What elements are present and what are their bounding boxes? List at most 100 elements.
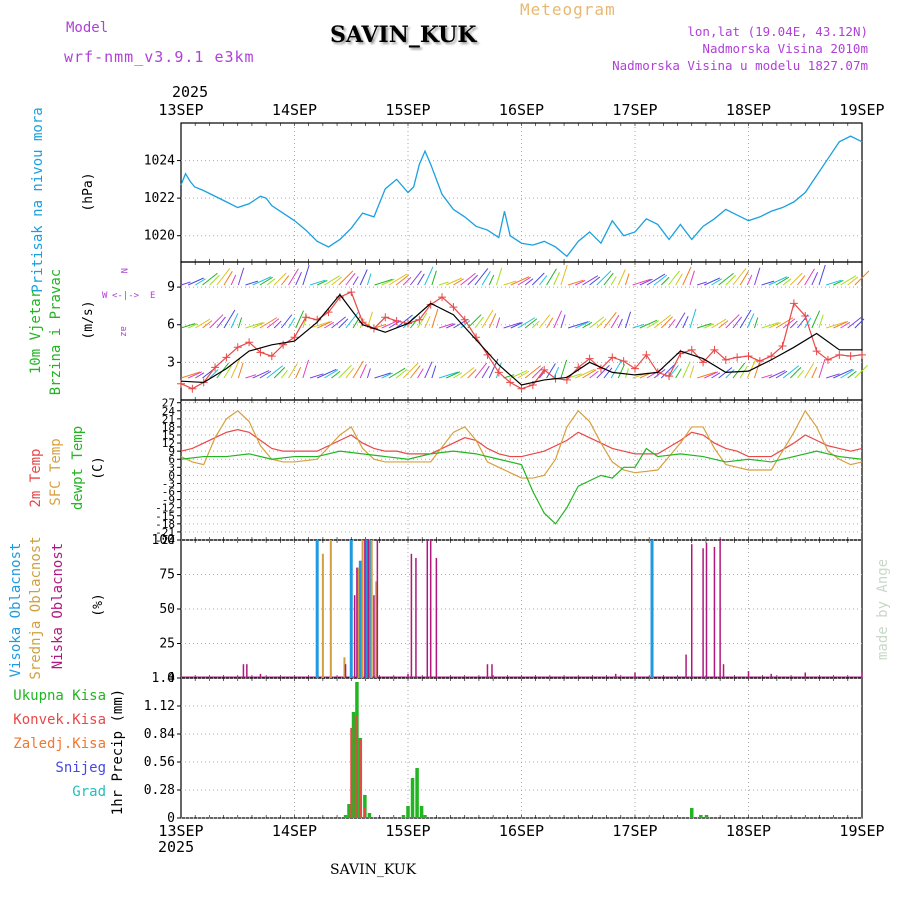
- panels: 102010221024369-24-21-18-15-12-9-6-30369…: [144, 122, 870, 826]
- wind-barb: [589, 276, 601, 286]
- wind-barb: [388, 367, 406, 379]
- station-title: SAVIN_KUK: [330, 22, 477, 48]
- wind-speed-marker: [721, 355, 730, 364]
- wind-barb: [560, 359, 568, 379]
- wind-barb: [180, 323, 196, 329]
- wind-barb: [381, 372, 393, 379]
- temp-title-2m: 2m Temp: [28, 448, 44, 507]
- wind-barb: [603, 272, 614, 286]
- wind-barb: [381, 278, 395, 286]
- wind-barb: [624, 273, 630, 286]
- precip-total-bar: [410, 778, 415, 818]
- cloud-low-bar: [634, 672, 636, 678]
- y-tick-label: 0.56: [144, 755, 175, 770]
- wind-barb: [596, 318, 607, 329]
- wind-barb: [582, 369, 597, 379]
- temp-sfc-line: [180, 409, 863, 479]
- x-axis-bottom: 13SEP 14SEP 15SEP 16SEP 17SEP 18SEP 19SEP: [158, 822, 884, 840]
- wind-barb: [209, 369, 219, 379]
- wind-barb: [417, 312, 428, 329]
- cloud-low-bar: [685, 654, 687, 678]
- wind-barb: [230, 274, 237, 286]
- wind-speed-marker: [267, 352, 276, 361]
- y-tick-label: 9: [167, 280, 175, 295]
- wind-barb: [797, 314, 809, 329]
- wind-barb: [682, 266, 692, 286]
- year-bottom: 2025: [158, 838, 195, 856]
- wind-barb: [209, 274, 220, 286]
- wind-barb: [840, 369, 855, 379]
- cloud-high-bar: [315, 540, 319, 678]
- wind-barb: [510, 322, 523, 329]
- wind-barb: [524, 318, 538, 329]
- temp-2m-line: [180, 428, 863, 458]
- wind-barb: [245, 374, 257, 379]
- wind-barb: [524, 278, 534, 286]
- pressure-line: [180, 135, 863, 258]
- wind-barb: [331, 316, 347, 329]
- wind-speed-marker: [233, 343, 242, 352]
- wind-speed-marker: [222, 353, 231, 362]
- y-tick-label: 0: [168, 469, 175, 482]
- wind-speed-marker: [279, 340, 288, 349]
- wind-barb: [245, 280, 259, 286]
- wind-speed-model-line: [180, 293, 862, 386]
- cloud-low-bar: [614, 673, 617, 678]
- wind-barb: [546, 317, 554, 329]
- wind-speed-marker: [540, 365, 549, 374]
- wind-speed-marker: [778, 342, 787, 351]
- precip-total-bar: [347, 804, 351, 818]
- cloud-low-bar: [376, 540, 379, 678]
- wind-barb: [833, 368, 853, 379]
- wind-barb: [653, 314, 671, 329]
- precip-total-bar: [406, 806, 410, 818]
- wind-speed-marker: [449, 303, 458, 312]
- wind-barb: [789, 320, 798, 329]
- cloud-mid-bar: [329, 540, 332, 678]
- wind-barb: [718, 272, 734, 286]
- wind-barb: [402, 362, 419, 379]
- wind-barb: [245, 322, 263, 329]
- wind-barb: [273, 320, 282, 329]
- wind-barb: [295, 310, 304, 329]
- wind-barb: [316, 280, 328, 286]
- cloud-mid-bar: [375, 581, 378, 678]
- wind-barb: [753, 267, 761, 286]
- wind-barb: [804, 363, 814, 379]
- y-tick-label: -9: [162, 494, 175, 507]
- wind-speed-marker: [801, 311, 810, 320]
- temp-title-dew: dewpt Temp: [70, 426, 86, 510]
- credit-text: made by Angel: [875, 560, 891, 660]
- wind-barb: [345, 367, 355, 379]
- wind-barb: [345, 311, 359, 329]
- x-tick-label-bottom: 15SEP: [385, 822, 430, 840]
- wind-speed-marker: [245, 338, 254, 347]
- wind-barb: [216, 316, 226, 329]
- model-version: wrf-nmm_v3.9.1 e3km: [64, 48, 255, 66]
- wind-barb: [696, 371, 717, 379]
- wind-barb: [324, 369, 339, 379]
- wind-barb: [567, 373, 582, 379]
- wind-barb: [840, 321, 851, 329]
- wind-barb: [280, 314, 293, 329]
- y-tick-label: 27: [162, 397, 175, 410]
- wind-barb: [467, 369, 477, 379]
- wind-barb: [481, 271, 491, 286]
- wind-barb: [374, 323, 387, 329]
- wind-speed-marker: [494, 368, 503, 377]
- wind-barb: [446, 371, 461, 379]
- cloud-mid-bar: [361, 540, 364, 678]
- wind-barb: [789, 367, 802, 379]
- wind-barb: [481, 365, 490, 379]
- wind-barb: [739, 365, 748, 379]
- wind-barb: [288, 317, 296, 329]
- wind-barb: [237, 267, 245, 286]
- wind-barb: [732, 362, 746, 379]
- wind-barb: [675, 312, 686, 329]
- wind-barb: [209, 314, 224, 329]
- wind-barb: [517, 317, 536, 329]
- cloud-low-bar: [747, 671, 750, 678]
- wind-barb: [431, 270, 437, 286]
- cloud-low-bar: [705, 542, 708, 678]
